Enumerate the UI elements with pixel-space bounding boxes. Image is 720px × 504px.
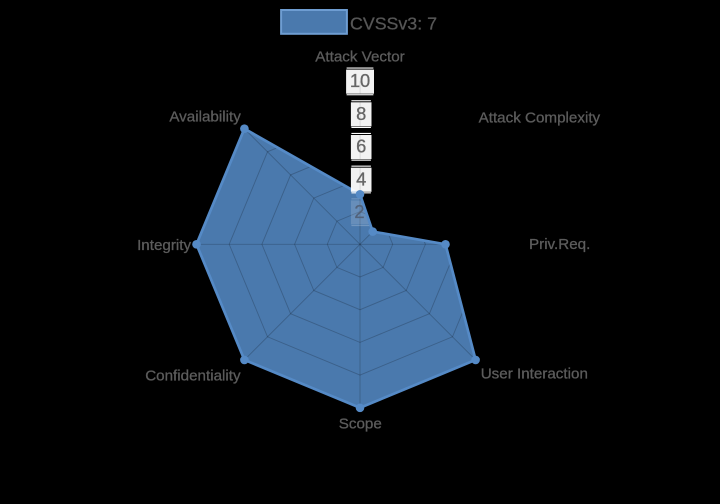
svg-text:Scope: Scope: [339, 416, 382, 433]
svg-text:Integrity: Integrity: [137, 237, 191, 254]
svg-text:Attack Complexity: Attack Complexity: [479, 109, 601, 126]
svg-text:User Interaction: User Interaction: [481, 365, 588, 382]
svg-text:8: 8: [356, 103, 366, 124]
svg-text:Availability: Availability: [169, 108, 241, 125]
svg-text:6: 6: [356, 136, 366, 157]
svg-text:2: 2: [354, 201, 364, 222]
svg-text:Confidentiality: Confidentiality: [145, 367, 241, 384]
svg-text:10: 10: [350, 70, 370, 91]
svg-text:Attack Vector: Attack Vector: [315, 49, 404, 66]
svg-text:Priv.Req.: Priv.Req.: [529, 236, 590, 253]
svg-text:4: 4: [356, 168, 366, 189]
svg-text:CVSSv3: 7: CVSSv3: 7: [350, 13, 437, 33]
